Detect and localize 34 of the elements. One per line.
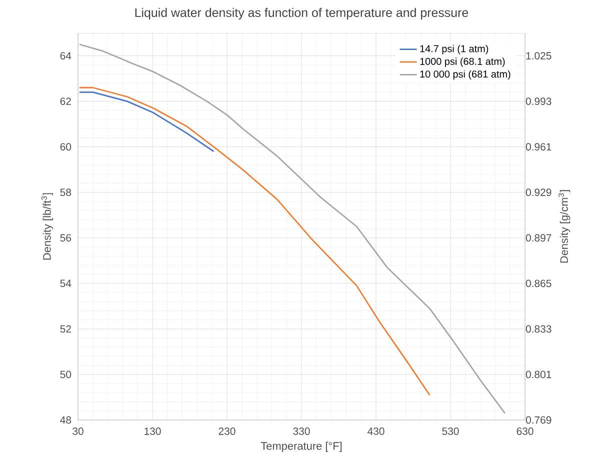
- y2-tick-label: 0.897: [526, 234, 552, 242]
- y2-axis-title: Density [g/cm$^{3}$]: [558, 190, 570, 263]
- y2-tick-label: 0.801: [526, 370, 552, 378]
- x-tick-label: 630: [516, 428, 534, 435]
- y2-tick-label: 0.993: [526, 98, 552, 105]
- y-axis-title: Density [lb/ft$^{3}$]: [41, 193, 53, 260]
- y-tick-label: 62: [60, 98, 71, 105]
- y-tick-label: 50: [60, 370, 72, 378]
- y-tick-label: 58: [60, 188, 72, 196]
- x-tick-label: 530: [442, 428, 459, 435]
- y-tick-label: 52: [60, 325, 71, 333]
- legend-label: 1000 psi (68.1 atm): [420, 58, 505, 67]
- legend-label: 10 000 psi (681 atm): [420, 70, 510, 80]
- legend-label: 14.7 psi (1 atm): [420, 44, 488, 54]
- line-series: [78, 91, 214, 152]
- x-tick-label: 30: [72, 428, 84, 435]
- y2-tick-label: 0.865: [526, 280, 552, 288]
- x-tick-label: 430: [368, 428, 384, 435]
- line-series: [78, 86, 430, 396]
- y2-tick-label: 0.929: [526, 188, 552, 196]
- y-tick-label: 60: [60, 143, 72, 151]
- y2-tick-label: 0.833: [526, 325, 552, 333]
- chart-title: Liquid water density as function of temperature and pressure: [135, 8, 468, 20]
- x-tick-label: 230: [218, 428, 236, 435]
- y-tick-label: 48: [60, 416, 72, 424]
- y2-tick-label: 0.769: [526, 416, 552, 424]
- x-axis-title: Temperature [°F]: [260, 442, 342, 452]
- y-tick-label: 56: [60, 234, 72, 242]
- y-tick-label: 64: [60, 52, 72, 60]
- x-tick-label: 130: [144, 428, 161, 435]
- y2-tick-label: 0.961: [526, 143, 552, 151]
- y2-tick-label: 1.025: [526, 52, 552, 60]
- x-tick-label: 330: [293, 428, 310, 435]
- y-tick-label: 54: [60, 280, 72, 288]
